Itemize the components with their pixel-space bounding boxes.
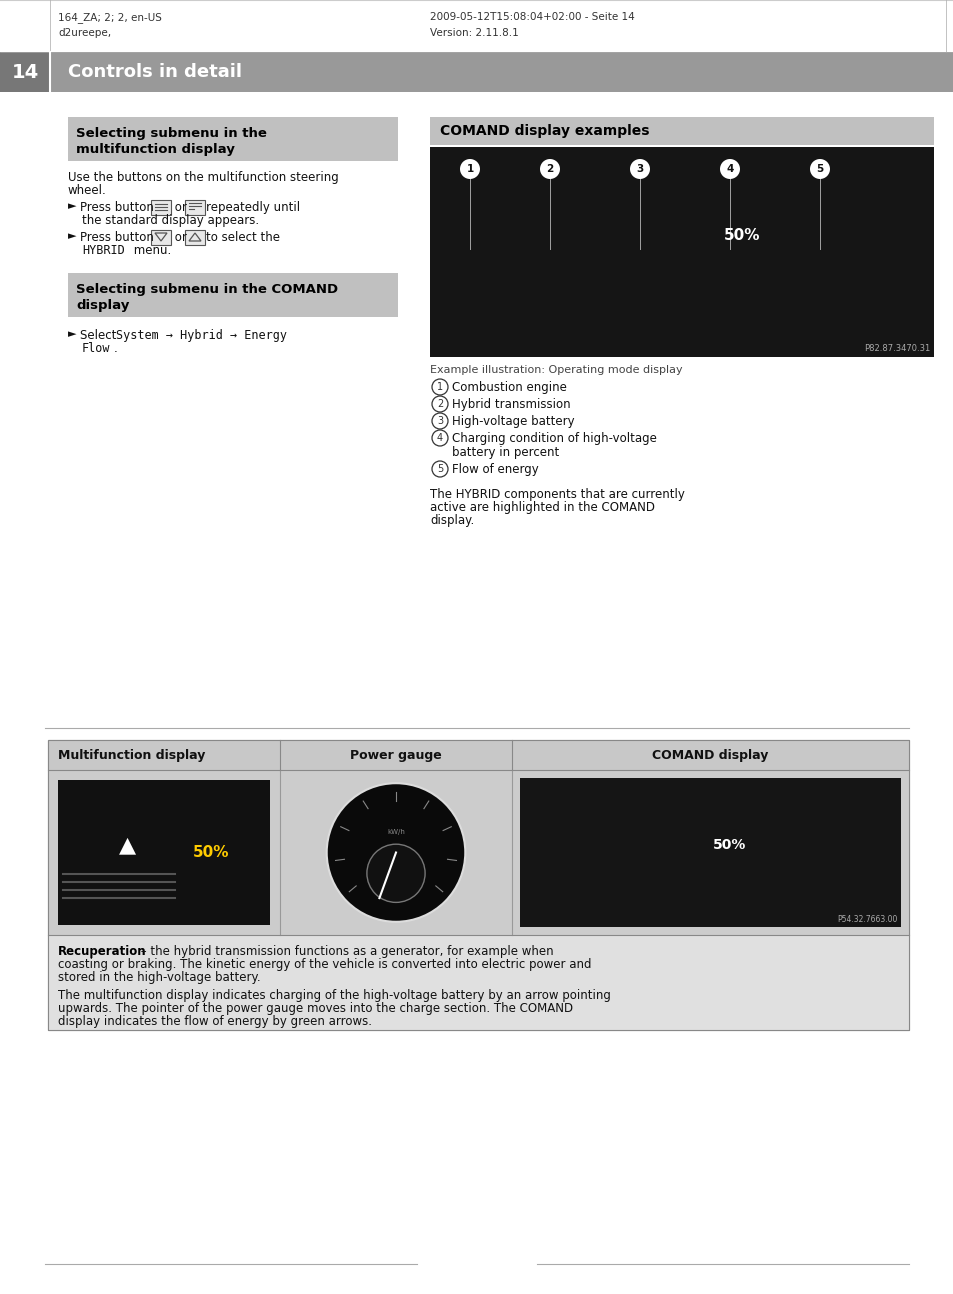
Text: COMAND display: COMAND display <box>652 748 768 761</box>
Text: Version: 2.11.8.1: Version: 2.11.8.1 <box>430 28 518 38</box>
Text: d2ureepe,: d2ureepe, <box>58 28 111 38</box>
Bar <box>185 229 205 245</box>
Circle shape <box>459 159 479 179</box>
Text: upwards. The pointer of the power gauge moves into the charge section. The COMAN: upwards. The pointer of the power gauge … <box>58 1002 573 1014</box>
Text: 4: 4 <box>436 433 442 443</box>
Bar <box>48 740 908 1030</box>
Text: P54.32.7663.00: P54.32.7663.00 <box>837 915 897 924</box>
Text: Select: Select <box>80 329 120 342</box>
Text: Hybrid transmission: Hybrid transmission <box>452 399 570 411</box>
Text: Recuperation: Recuperation <box>58 945 147 958</box>
Text: 3: 3 <box>436 415 442 426</box>
Text: Selecting submenu in the: Selecting submenu in the <box>76 127 267 140</box>
Text: display indicates the flow of energy by green arrows.: display indicates the flow of energy by … <box>58 1014 372 1027</box>
Text: the standard display appears.: the standard display appears. <box>82 214 259 226</box>
Text: battery in percent: battery in percent <box>452 446 558 459</box>
Text: 4: 4 <box>725 164 733 173</box>
Text: HYBRID: HYBRID <box>82 245 125 258</box>
Text: Press button: Press button <box>80 201 153 214</box>
Text: .: . <box>113 342 117 355</box>
Text: Example illustration: Operating mode display: Example illustration: Operating mode dis… <box>430 365 682 375</box>
Circle shape <box>367 844 425 902</box>
Text: 5: 5 <box>816 164 822 173</box>
Text: multifunction display: multifunction display <box>76 144 234 157</box>
Text: display.: display. <box>430 514 474 527</box>
Text: 50%: 50% <box>712 839 745 851</box>
Text: repeatedly until: repeatedly until <box>206 201 300 214</box>
Bar <box>151 229 171 245</box>
Bar <box>68 116 397 160</box>
Text: active are highlighted in the COMAND: active are highlighted in the COMAND <box>430 501 655 514</box>
Text: 1: 1 <box>466 164 473 173</box>
Bar <box>430 148 933 357</box>
Text: System → Hybrid → Energy: System → Hybrid → Energy <box>116 329 287 342</box>
Text: ►: ► <box>68 201 76 211</box>
Bar <box>185 199 205 215</box>
Text: ►: ► <box>68 329 76 339</box>
Text: The multifunction display indicates charging of the high-voltage battery by an a: The multifunction display indicates char… <box>58 989 610 1002</box>
Text: 50%: 50% <box>723 228 760 243</box>
Text: The HYBRID components that are currently: The HYBRID components that are currently <box>430 488 684 501</box>
Text: Charging condition of high-voltage: Charging condition of high-voltage <box>452 432 657 445</box>
Bar <box>519 778 900 927</box>
Text: 14: 14 <box>11 62 38 82</box>
Text: – the hybrid transmission functions as a generator, for example when: – the hybrid transmission functions as a… <box>137 945 553 958</box>
Text: High-voltage battery: High-voltage battery <box>452 415 574 428</box>
Text: to select the: to select the <box>206 232 280 245</box>
Bar <box>48 740 908 770</box>
Bar <box>0 52 953 92</box>
Text: ▲: ▲ <box>119 835 136 855</box>
Bar <box>58 780 270 925</box>
Bar <box>48 936 908 1030</box>
Text: 50%: 50% <box>193 845 229 861</box>
Circle shape <box>326 783 465 921</box>
Text: 5: 5 <box>436 465 442 474</box>
Text: ►: ► <box>68 232 76 241</box>
Text: kW/h: kW/h <box>387 828 404 835</box>
Circle shape <box>629 159 649 179</box>
Circle shape <box>539 159 559 179</box>
Text: or: or <box>171 201 187 214</box>
Text: Press button: Press button <box>80 232 153 245</box>
Text: coasting or braking. The kinetic energy of the vehicle is converted into electri: coasting or braking. The kinetic energy … <box>58 958 591 970</box>
Bar <box>48 770 908 936</box>
Text: 164_ZA; 2; 2, en-US: 164_ZA; 2; 2, en-US <box>58 12 162 23</box>
Text: Combustion engine: Combustion engine <box>452 380 566 393</box>
Text: 2009-05-12T15:08:04+02:00 - Seite 14: 2009-05-12T15:08:04+02:00 - Seite 14 <box>430 12 634 22</box>
Circle shape <box>809 159 829 179</box>
Bar <box>430 116 933 145</box>
Bar <box>151 199 171 215</box>
Text: Use the buttons on the multifunction steering: Use the buttons on the multifunction ste… <box>68 171 338 184</box>
Text: or: or <box>171 232 187 245</box>
Text: Controls in detail: Controls in detail <box>68 63 242 82</box>
Text: menu.: menu. <box>130 245 172 258</box>
Bar <box>0 52 50 92</box>
Bar <box>68 273 397 317</box>
Text: Selecting submenu in the COMAND: Selecting submenu in the COMAND <box>76 283 337 296</box>
Text: P82.87.3470.31: P82.87.3470.31 <box>862 344 929 353</box>
Bar <box>48 740 908 1030</box>
Circle shape <box>720 159 740 179</box>
Text: 1: 1 <box>436 382 442 392</box>
Text: wheel.: wheel. <box>68 184 107 197</box>
Text: Power gauge: Power gauge <box>350 748 441 761</box>
Text: stored in the high-voltage battery.: stored in the high-voltage battery. <box>58 970 260 983</box>
Text: Flow: Flow <box>82 342 111 355</box>
Text: COMAND display examples: COMAND display examples <box>439 124 649 138</box>
Text: 2: 2 <box>436 399 442 409</box>
Text: Multifunction display: Multifunction display <box>58 748 205 761</box>
Text: 3: 3 <box>636 164 643 173</box>
Text: 2: 2 <box>546 164 553 173</box>
Text: Flow of energy: Flow of energy <box>452 463 538 476</box>
Text: display: display <box>76 299 130 312</box>
